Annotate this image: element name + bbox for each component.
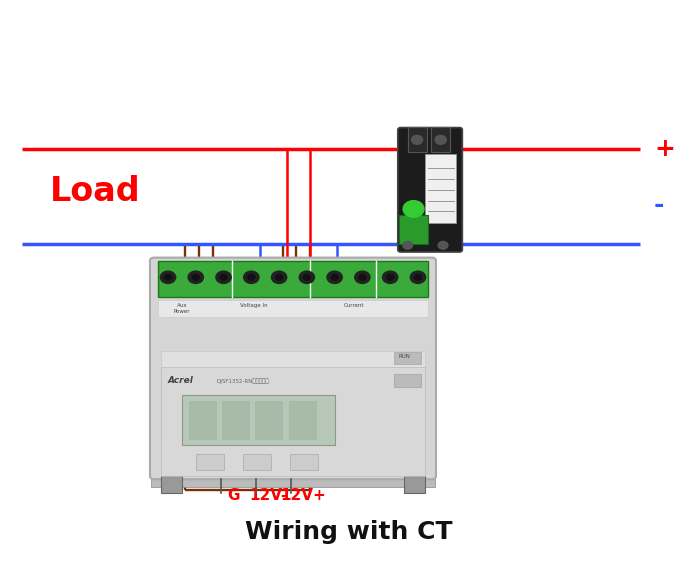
Circle shape	[244, 271, 259, 283]
Text: -: -	[654, 193, 664, 217]
Text: Load: Load	[50, 174, 141, 208]
Text: Aux
Power: Aux Power	[174, 303, 190, 314]
Circle shape	[411, 135, 422, 144]
Text: Acrel: Acrel	[168, 376, 194, 385]
Circle shape	[327, 271, 342, 283]
Circle shape	[415, 274, 422, 280]
Circle shape	[438, 241, 448, 249]
Circle shape	[164, 274, 171, 280]
Circle shape	[359, 274, 366, 280]
Circle shape	[331, 274, 338, 280]
Text: Wiring with CT: Wiring with CT	[245, 519, 452, 544]
Circle shape	[188, 271, 204, 283]
Text: Voltage In: Voltage In	[240, 303, 268, 308]
Circle shape	[435, 135, 446, 144]
Circle shape	[403, 241, 413, 249]
Text: DJSF1352-RN直流电能表: DJSF1352-RN直流电能表	[217, 378, 269, 384]
Bar	[158, 261, 429, 297]
Circle shape	[387, 274, 394, 280]
Bar	[404, 476, 425, 493]
Bar	[425, 154, 456, 223]
Bar	[161, 367, 425, 476]
Bar	[222, 401, 250, 440]
Text: G: G	[228, 488, 240, 503]
Bar	[243, 453, 270, 470]
Circle shape	[216, 271, 231, 283]
Bar	[394, 374, 422, 387]
Text: Current: Current	[344, 303, 365, 308]
Circle shape	[275, 274, 282, 280]
FancyBboxPatch shape	[398, 127, 462, 252]
Bar	[161, 476, 182, 493]
Bar	[256, 401, 283, 440]
Circle shape	[299, 271, 314, 283]
Bar	[408, 127, 427, 152]
Circle shape	[160, 271, 176, 283]
Circle shape	[271, 271, 286, 283]
Circle shape	[403, 201, 424, 217]
Bar	[158, 300, 429, 317]
Text: 12V-: 12V-	[250, 488, 288, 503]
Circle shape	[383, 271, 398, 283]
Text: 12V+: 12V+	[280, 488, 326, 503]
FancyBboxPatch shape	[150, 257, 436, 479]
Bar	[394, 352, 422, 364]
Circle shape	[220, 274, 227, 280]
Bar	[289, 401, 316, 440]
Circle shape	[303, 274, 310, 280]
Bar	[431, 127, 450, 152]
Bar	[189, 401, 217, 440]
Bar	[151, 476, 436, 487]
Text: RUN: RUN	[399, 355, 411, 360]
Bar	[182, 395, 335, 445]
Text: +: +	[654, 137, 675, 162]
Bar	[399, 215, 427, 244]
Circle shape	[355, 271, 370, 283]
Bar	[290, 453, 318, 470]
Circle shape	[411, 271, 426, 283]
Circle shape	[248, 274, 255, 280]
Bar	[196, 453, 224, 470]
Bar	[161, 351, 425, 437]
Circle shape	[192, 274, 199, 280]
